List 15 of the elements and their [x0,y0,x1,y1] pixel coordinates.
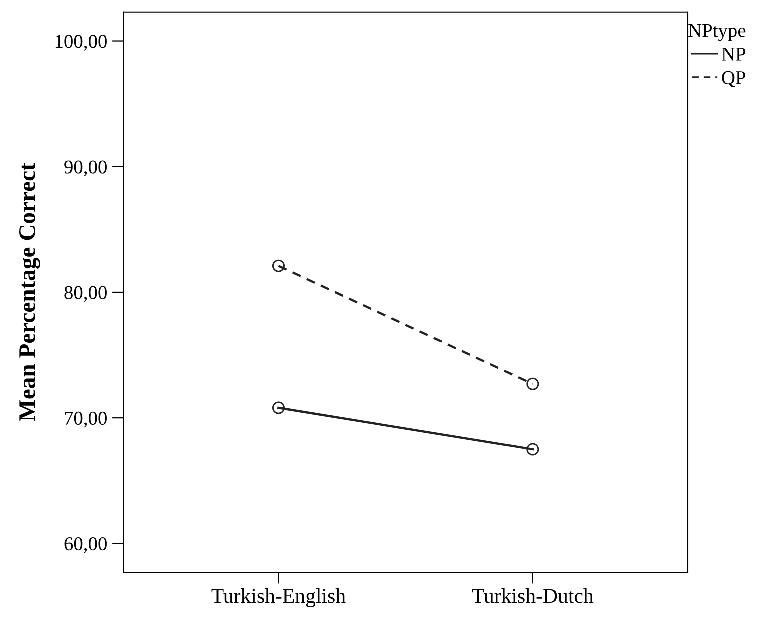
legend-label: QP [722,71,746,88]
y-tick-label: 80,00 [64,286,107,302]
y-axis-title: Mean Percentage Correct [20,163,40,422]
legend-title: NPtype [688,24,746,42]
y-tick-label: 100,00 [56,35,107,52]
x-tick-label: Turkish-Dutch [472,588,594,604]
point [272,402,285,414]
point [526,378,540,390]
y-tick-label: 70,00 [65,412,107,428]
point [272,260,285,272]
legend-label: NP [722,48,746,61]
y-tick-label: 60,00 [64,538,107,554]
y-tick-label: 90,00 [64,160,107,177]
x-tick-label: Turkish-English [212,588,346,608]
point [526,443,540,456]
